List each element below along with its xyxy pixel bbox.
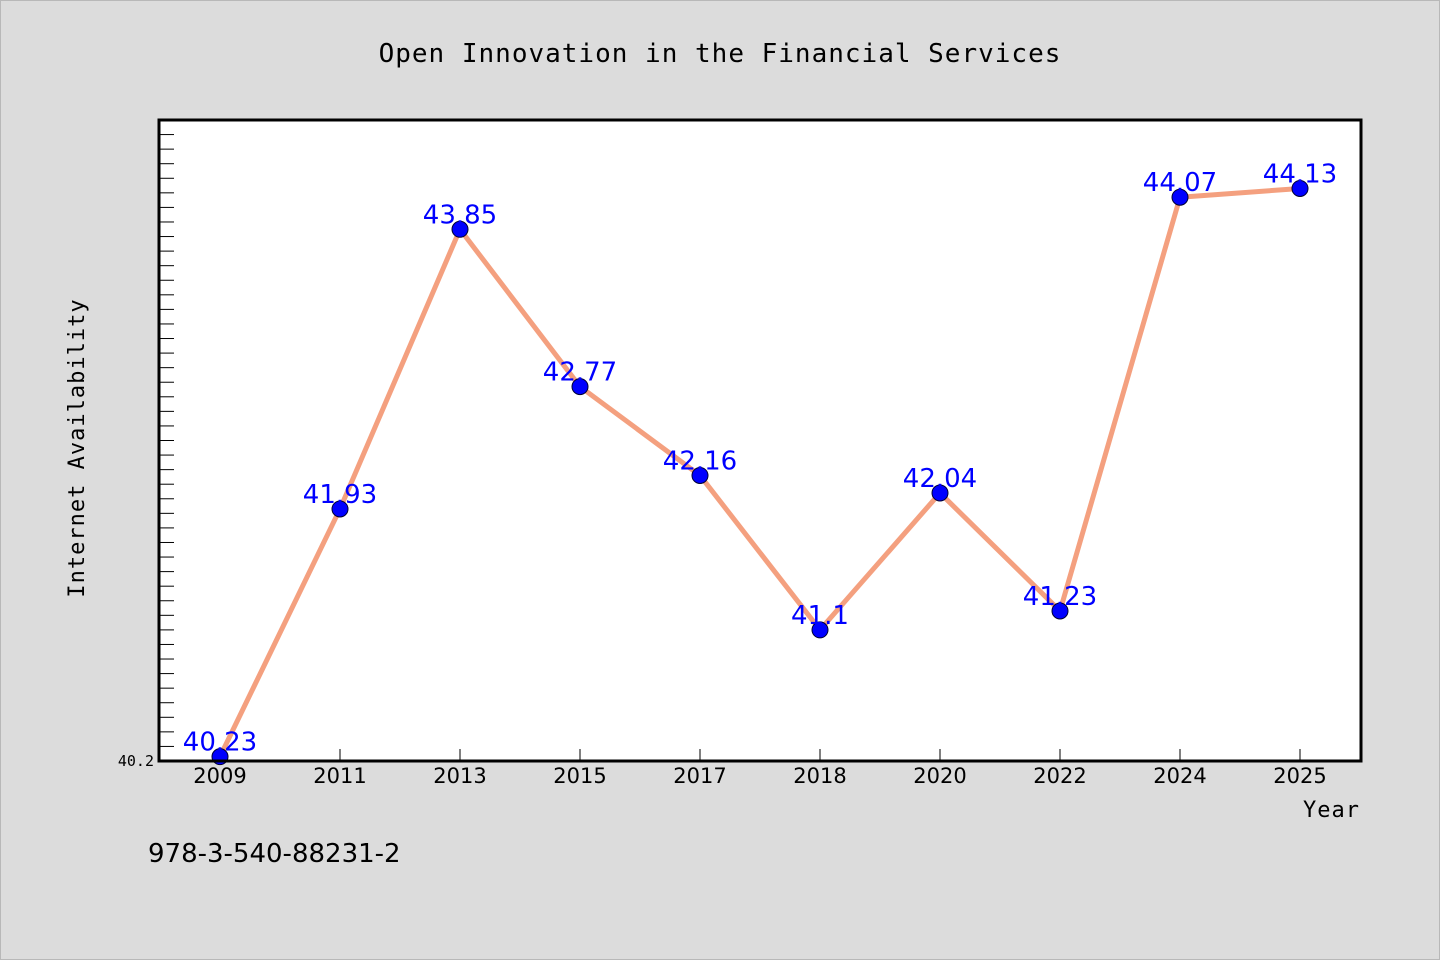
- y-axis-label: Internet Availability: [65, 298, 90, 597]
- data-label: 41.23: [1023, 582, 1097, 612]
- x-tick-label: 2013: [433, 764, 486, 788]
- data-point: [811, 621, 829, 639]
- y-axis-tick-label: 40.2: [118, 752, 154, 770]
- plot-area: [159, 120, 1361, 761]
- x-tick-label: 2022: [1033, 764, 1086, 788]
- x-axis-tick-labels: 2009 2011 2013 2015 2017 2018 2020 2022 2024 2025: [193, 764, 1326, 788]
- series-markers: [211, 179, 1309, 766]
- x-tick-label: 2025: [1273, 764, 1326, 788]
- x-tick-label: 2009: [193, 764, 246, 788]
- data-point: [571, 378, 589, 396]
- data-label: 40.23: [183, 728, 257, 758]
- data-label: 41.93: [303, 480, 377, 510]
- data-point: [451, 220, 469, 238]
- chart-title: Open Innovation in the Financial Service…: [379, 39, 1062, 69]
- series-line: [217, 185, 1303, 760]
- data-label: 44.13: [1263, 159, 1337, 189]
- data-label: 42.77: [543, 358, 617, 388]
- data-point: [1291, 179, 1309, 197]
- x-tick-label: 2017: [673, 764, 726, 788]
- data-point: [1051, 602, 1069, 620]
- x-tick-label: 2020: [913, 764, 966, 788]
- data-label: 43.85: [423, 200, 497, 230]
- x-axis-label: Year: [1303, 798, 1360, 823]
- x-tick-label: 2015: [553, 764, 606, 788]
- data-point: [931, 484, 949, 502]
- data-point: [331, 500, 349, 518]
- x-tick-label: 2011: [313, 764, 366, 788]
- x-tick-label: 2024: [1153, 764, 1206, 788]
- plot-border: [157, 118, 1363, 763]
- data-labels: 40.23 41.93 43.85 42.77 42.16 41.1 42.04 41.23 4…: [183, 159, 1337, 757]
- y-axis-minor-ticks: [159, 134, 174, 747]
- data-label: 44.07: [1143, 168, 1217, 198]
- data-point: [691, 466, 709, 484]
- data-label: 42.04: [903, 464, 977, 494]
- data-label: 41.1: [791, 601, 849, 631]
- data-label: 42.16: [663, 446, 737, 476]
- x-tick-label: 2018: [793, 764, 846, 788]
- footnote-isbn: 978-3-540-88231-2: [148, 839, 401, 869]
- series-line-group: [217, 185, 1303, 760]
- data-point: [1171, 188, 1189, 206]
